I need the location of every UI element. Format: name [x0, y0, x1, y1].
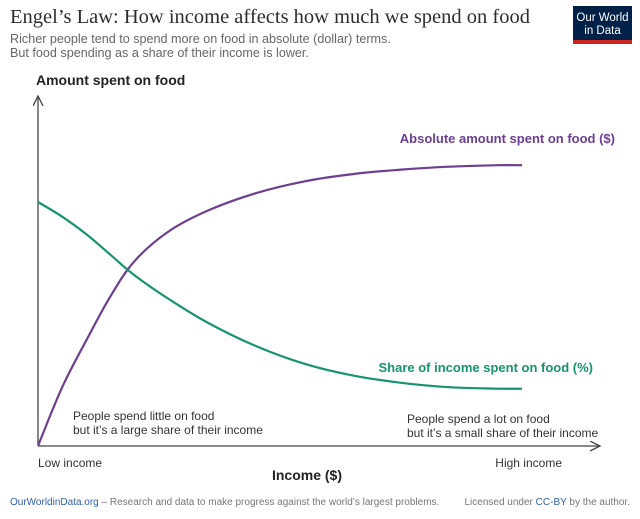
x-tick-high: High income: [495, 456, 562, 470]
logo-line-1: Our World: [576, 12, 629, 24]
annotation-high-income-line-1: People spend a lot on food: [407, 412, 550, 426]
footer-license-prefix: Licensed under: [464, 497, 536, 508]
series-label-absolute-spending: Absolute amount spent on food ($): [400, 131, 615, 146]
owid-logo[interactable]: Our World in Data: [573, 6, 632, 44]
footer-tagline: – Research and data to make progress aga…: [98, 497, 440, 508]
series-line-absolute-spending: [36, 164, 523, 447]
chart-subtitle-line-1: Richer people tend to spend more on food…: [10, 32, 391, 46]
footer-site-link[interactable]: OurWorldinData.org: [10, 497, 99, 508]
chart-subtitle-line-2: But food spending as a share of their in…: [10, 46, 309, 60]
series-label-income-share: Share of income spent on food (%): [378, 360, 593, 375]
footer-license: Licensed under CC-BY by the author.: [465, 497, 631, 508]
series-line-income-share: [37, 201, 523, 390]
logo-accent-bar: [573, 40, 632, 44]
annotation-low-income-line-2: but it’s a large share of their income: [73, 423, 263, 437]
y-axis-label: Amount spent on food: [36, 72, 185, 88]
footer-source: OurWorldinData.org – Research and data t…: [10, 497, 439, 508]
annotation-low-income-line-1: People spend little on food: [73, 409, 214, 423]
x-tick-low: Low income: [38, 456, 102, 470]
annotation-high-income-line-2: but it’s a small share of their income: [407, 426, 599, 440]
footer-license-suffix: by the author.: [566, 497, 630, 508]
x-axis-label: Income ($): [272, 467, 342, 483]
footer-license-link[interactable]: CC-BY: [535, 497, 567, 508]
chart-title: Engel’s Law: How income affects how much…: [10, 6, 530, 28]
logo-line-2: in Data: [584, 25, 621, 37]
